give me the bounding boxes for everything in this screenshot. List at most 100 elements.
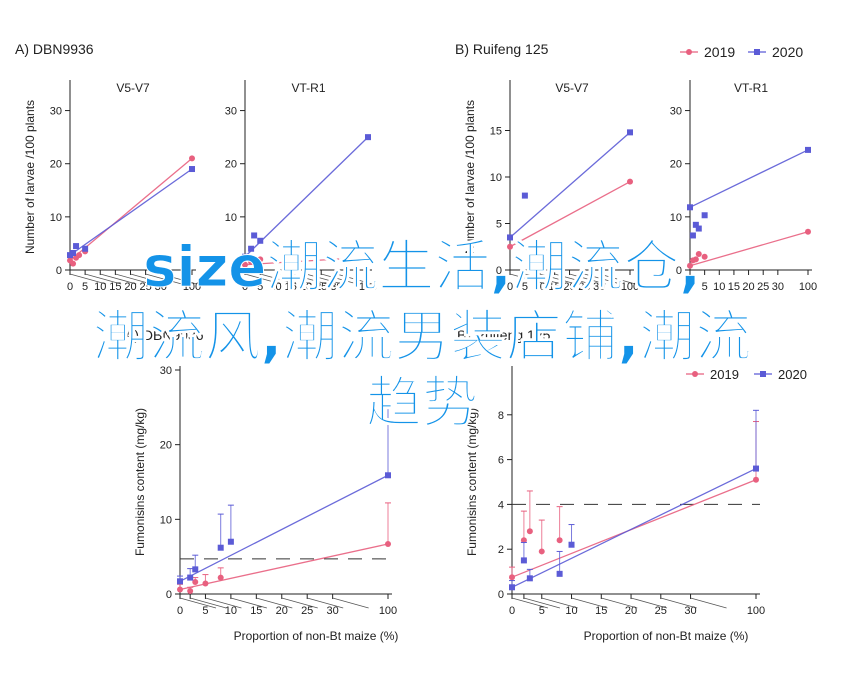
x-tick-label: 0 [67,281,73,293]
x-tick-label: 5 [539,605,545,617]
data-point-2020 [520,557,527,564]
legend-marker-2020 [760,371,766,377]
x-tick-connector [145,273,182,285]
data-point-2019 [526,528,533,535]
x-tick-label: 0 [177,605,183,617]
x-axis-label: Proportion of non-Bt maize (%) [584,629,749,643]
x-tick-label: 0 [509,605,515,617]
x-tick-label: 0 [242,281,248,293]
data-point-2019 [627,178,633,185]
x-tick-label: 30 [155,281,167,293]
x-tick-label: 25 [315,281,327,293]
x-tick-label: 25 [301,605,313,617]
x-tick-label: 30 [684,605,696,617]
x-tick-label: 25 [757,281,769,293]
data-point-2019 [507,243,513,250]
data-point-2019 [242,261,248,268]
x-tick-label: 10 [565,605,577,617]
data-point-2020 [192,566,199,573]
data-point-2019 [515,239,522,246]
y-axis-label: Number of larvae /100 plants [463,100,477,254]
x-tick-connector [541,597,578,609]
y-tick-label: 0 [496,265,502,277]
x-tick-connector [690,597,727,609]
data-point-2020 [242,253,248,260]
data-point-2019 [189,155,195,162]
data-point-2020 [568,541,575,548]
x-tick-connector [275,273,312,285]
x-tick-connector [571,597,608,609]
series-line-2019 [244,256,369,266]
x-tick-connector [205,597,242,609]
x-tick-connector [336,273,373,285]
x-tick-connector [321,273,358,285]
x-tick-connector [307,597,344,609]
y-tick-label: 0 [56,265,62,277]
data-point-2019 [248,259,255,266]
x-tick-label: 20 [625,605,637,617]
chart-panel-5: 0 10 20 30 0 5 10 15 20 25 30 100 A) DBN9936 Fumonisi… [125,327,398,643]
data-point-2019 [192,579,199,586]
y-tick-label: 30 [160,365,172,377]
data-point-2020 [248,245,255,252]
y-tick-label: 30 [670,106,682,118]
series-line-2019 [689,231,809,267]
data-point-2019 [257,256,264,263]
x-tick-label: 15 [728,281,740,293]
x-tick-label: 0 [507,281,513,293]
x-tick-connector [601,597,638,609]
x-tick-connector [524,273,561,285]
x-tick-connector [100,273,137,285]
x-tick-connector [190,597,227,609]
legend-marker-2019 [692,371,698,377]
x-tick-connector [160,273,197,285]
data-point-2019 [520,537,527,544]
x-tick-connector [85,273,122,285]
data-point-2019 [538,548,545,555]
x-tick-label: 100 [183,281,201,293]
x-tick-connector [509,273,547,285]
x-tick-label: 15 [595,605,607,617]
legend-marker-2020 [754,49,760,55]
y-tick-label: 10 [160,514,172,526]
y-tick-label: 20 [670,159,682,171]
y-tick-label: 10 [50,212,62,224]
data-point-2019 [70,260,77,267]
x-tick-label: 100 [621,281,639,293]
y-tick-label: 5 [496,219,502,231]
y-tick-label: 30 [225,106,237,118]
x-tick-label: 20 [300,281,312,293]
x-tick-label: 15 [285,281,297,293]
panel-title: A) DBN9936 [125,327,204,343]
data-point-2020 [251,232,258,239]
series-line-2020 [69,168,193,256]
data-point-2019 [692,256,699,263]
x-tick-label: 5 [257,281,263,293]
series-line-2019 [509,181,631,248]
x-tick-connector [523,597,561,609]
legend: 2019 2020 [680,44,803,60]
data-point-2020 [189,166,195,173]
data-point-2020 [556,570,563,577]
data-point-2019 [556,537,563,544]
data-point-2019 [687,262,693,269]
y-tick-label: 0 [676,265,682,277]
x-tick-label: 5 [522,281,528,293]
data-point-2019 [365,254,371,261]
data-point-2020 [73,243,80,250]
panel-subtitle: VT-R1 [734,81,768,95]
x-tick-label: 25 [655,605,667,617]
panel-title: B) Ruifeng 125 [455,41,549,57]
y-tick-label: 2 [498,544,504,556]
x-tick-label: 10 [534,281,546,293]
data-point-2019 [753,476,759,483]
legend-label-2020: 2020 [778,367,807,382]
y-tick-label: 30 [50,106,62,118]
data-point-2020 [521,192,528,199]
y-tick-label: 20 [160,440,172,452]
